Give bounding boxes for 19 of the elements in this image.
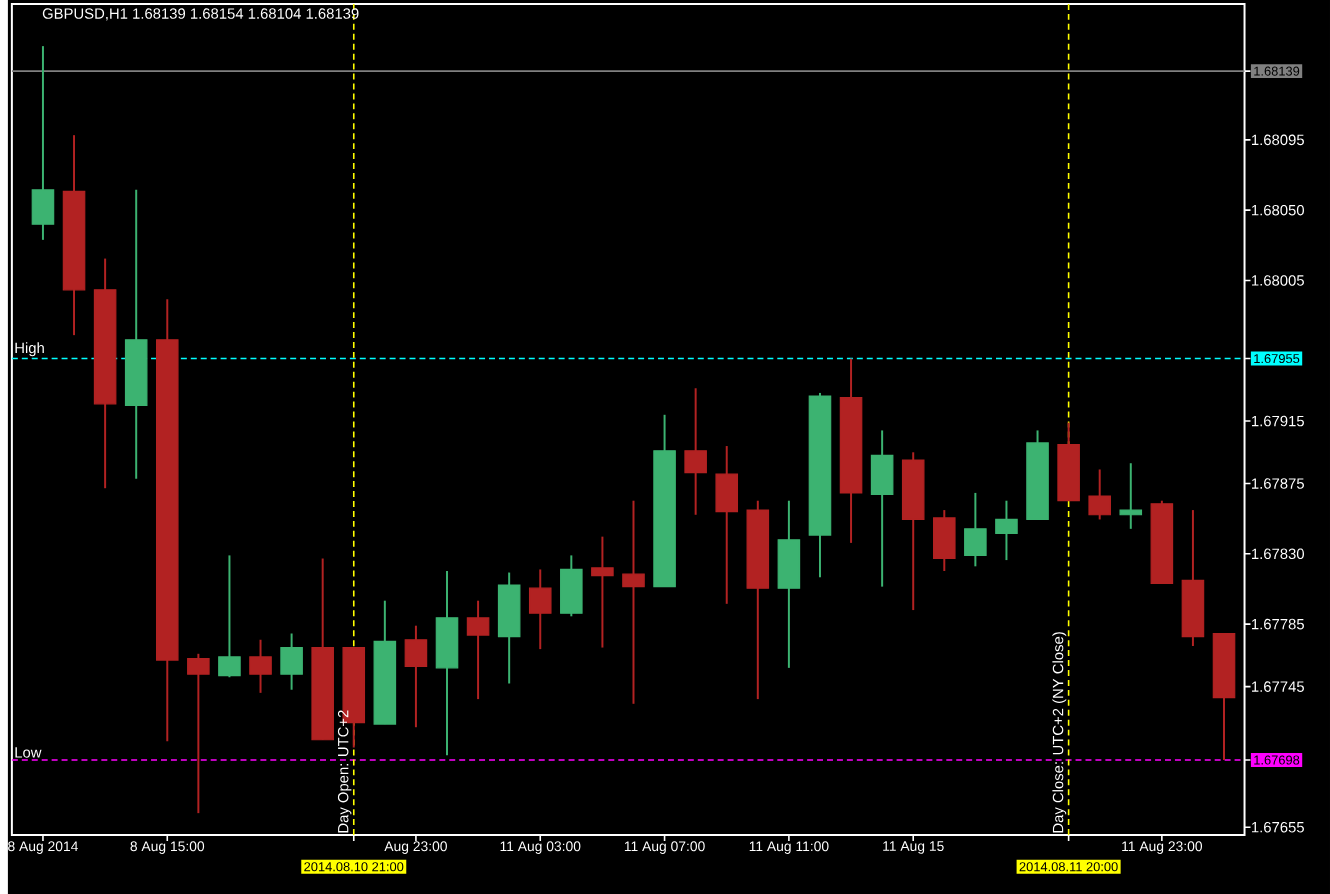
candlestick bbox=[404, 624, 428, 728]
candlestick bbox=[964, 491, 987, 568]
candlestick bbox=[466, 599, 490, 700]
candlestick bbox=[280, 632, 303, 691]
candlestick bbox=[622, 499, 645, 705]
candlestick bbox=[249, 638, 272, 694]
candlestick bbox=[528, 568, 552, 650]
candlestick bbox=[995, 499, 1018, 561]
candlestick bbox=[1088, 468, 1111, 521]
candlestick bbox=[218, 554, 241, 678]
candlestick bbox=[31, 44, 55, 241]
candlestick bbox=[933, 508, 956, 572]
candlestick bbox=[1119, 461, 1143, 530]
candlestick bbox=[560, 554, 583, 617]
candlestick bbox=[715, 444, 739, 605]
candlestick bbox=[684, 386, 707, 516]
candlestick bbox=[187, 652, 210, 814]
candlestick bbox=[870, 429, 894, 588]
candlestick bbox=[591, 535, 614, 649]
